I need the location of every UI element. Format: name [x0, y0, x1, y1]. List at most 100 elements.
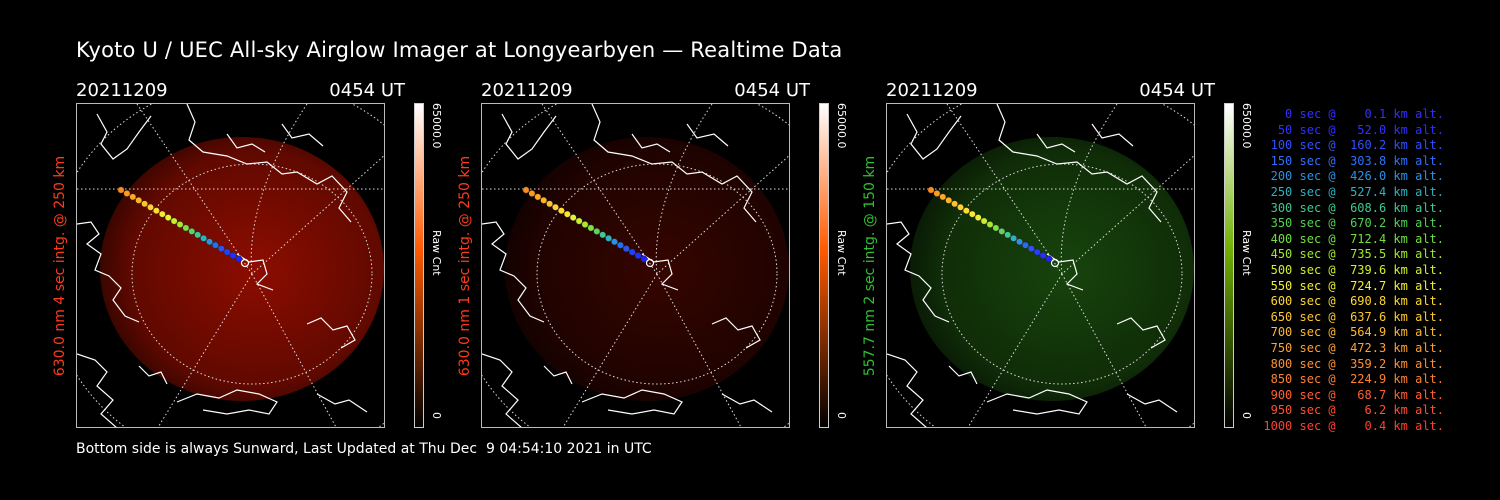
trajectory-point [152, 207, 160, 215]
trajectory-point [1021, 241, 1029, 249]
trajectory-point [123, 190, 131, 197]
legend-entry: 450 sec @ 735.5 km alt. [1270, 247, 1444, 262]
trajectory-point [998, 227, 1006, 235]
panel-630-4sec: 20211209 0454 UT 630.0 nm 4 sec intg. @ … [52, 80, 461, 430]
trajectory-point [968, 210, 976, 218]
legend-entry: 250 sec @ 527.4 km alt. [1270, 184, 1444, 199]
colorbar [819, 103, 829, 428]
trajectory-point [945, 196, 953, 204]
trajectory-point [235, 255, 243, 263]
legend-entry: 600 sec @ 690.8 km alt. [1270, 294, 1444, 309]
colorbar-min-label: 0 [1240, 412, 1253, 419]
trajectory-point [957, 203, 964, 211]
trajectory-point [528, 190, 536, 197]
airglow-field [505, 137, 789, 401]
trajectory-point [927, 186, 935, 194]
trajectory-point [593, 227, 601, 235]
panel-ylabel: 630.0 nm 4 sec intg. @ 250 km [50, 103, 70, 428]
trajectory-point [611, 238, 618, 246]
panel-date: 20211209 [886, 80, 978, 101]
trajectory-point [1039, 252, 1047, 260]
trajectory-point [182, 224, 190, 232]
airglow-field [100, 137, 384, 401]
trajectory-point [1033, 248, 1041, 256]
trajectory-point [158, 210, 166, 218]
legend-entry: 400 sec @ 712.4 km alt. [1270, 231, 1444, 246]
map-graticule [77, 104, 384, 427]
trajectory-point [546, 200, 554, 208]
legend-entry: 50 sec @ 52.0 km alt. [1277, 122, 1444, 137]
trajectory-point [1010, 234, 1018, 242]
trajectory-point [986, 221, 994, 228]
trajectory-point [622, 245, 630, 253]
trajectory-point [552, 203, 559, 211]
trajectory-endpoint [240, 258, 250, 268]
colorbar [414, 103, 424, 428]
trajectory-point [1045, 255, 1053, 263]
trajectory-endpoint [645, 258, 655, 268]
trajectory-point [628, 248, 636, 256]
panel-time: 0454 UT [734, 80, 810, 101]
trajectory-point [534, 193, 542, 201]
trajectory-point [974, 214, 982, 222]
trajectory-point [980, 217, 988, 225]
legend-entry: 700 sec @ 564.9 km alt. [1270, 325, 1444, 340]
trajectory-point [569, 214, 577, 222]
trajectory-point [206, 238, 213, 246]
trajectory-point [587, 224, 595, 232]
trajectory-point [194, 231, 202, 239]
airglow-field [910, 137, 1194, 401]
trajectory-point [170, 217, 178, 225]
trajectory-point [176, 221, 184, 228]
trajectory-point [188, 227, 196, 235]
allsky-image[interactable] [481, 103, 790, 428]
trajectory-track [117, 186, 250, 268]
coastline [482, 104, 773, 427]
legend-entry: 150 sec @ 303.8 km alt. [1270, 153, 1444, 168]
legend-entry: 900 sec @ 68.7 km alt. [1270, 387, 1444, 402]
trajectory-point [1027, 245, 1035, 253]
trajectory-point [933, 190, 941, 197]
trajectory-point [634, 252, 642, 260]
trajectory-endpoint [1050, 258, 1060, 268]
allsky-map-svg [77, 104, 384, 427]
trajectory-point [522, 186, 530, 194]
trajectory-point [992, 224, 1000, 232]
trajectory-point [640, 255, 648, 263]
legend-entry: 300 sec @ 608.6 km alt. [1270, 200, 1444, 215]
trajectory-point [540, 196, 548, 204]
trajectory-point [217, 245, 225, 253]
allsky-image[interactable] [76, 103, 385, 428]
legend-entry: 500 sec @ 739.6 km alt. [1270, 262, 1444, 277]
panel-date: 20211209 [481, 80, 573, 101]
trajectory-point [211, 241, 219, 249]
trajectory-point [951, 200, 959, 208]
colorbar-min-label: 0 [835, 412, 848, 419]
legend-entry: 850 sec @ 224.9 km alt. [1270, 372, 1444, 387]
trajectory-point [616, 241, 624, 249]
colorbar-unit-label: Raw Cnt [1240, 230, 1253, 276]
legend-entry: 950 sec @ 6.2 km alt. [1270, 403, 1444, 418]
trajectory-point [200, 234, 208, 242]
panel-time: 0454 UT [1139, 80, 1215, 101]
trajectory-track [522, 186, 655, 268]
trajectory-point [557, 207, 565, 215]
colorbar-max-label: 65000.0 [430, 103, 443, 149]
colorbar [1224, 103, 1234, 428]
page-title: Kyoto U / UEC All-sky Airglow Imager at … [76, 38, 843, 62]
allsky-image[interactable] [886, 103, 1195, 428]
coastline [887, 104, 1178, 427]
legend-entry: 350 sec @ 670.2 km alt. [1270, 216, 1444, 231]
colorbar-min-label: 0 [430, 412, 443, 419]
panel-630-1sec: 20211209 0454 UT 630.0 nm 1 sec intg. @ … [457, 80, 866, 430]
ylabel-text: 630.0 nm 4 sec intg. @ 250 km [52, 155, 68, 376]
trajectory-point [605, 234, 613, 242]
legend-entry: 0 sec @ 0.1 km alt. [1285, 107, 1444, 121]
map-graticule [482, 104, 789, 427]
trajectory-point [1016, 238, 1023, 246]
panel-time: 0454 UT [329, 80, 405, 101]
trajectory-track [927, 186, 1060, 268]
trajectory-point [147, 203, 154, 211]
legend-entry: 650 sec @ 637.6 km alt. [1270, 309, 1444, 324]
map-graticule [887, 104, 1194, 427]
